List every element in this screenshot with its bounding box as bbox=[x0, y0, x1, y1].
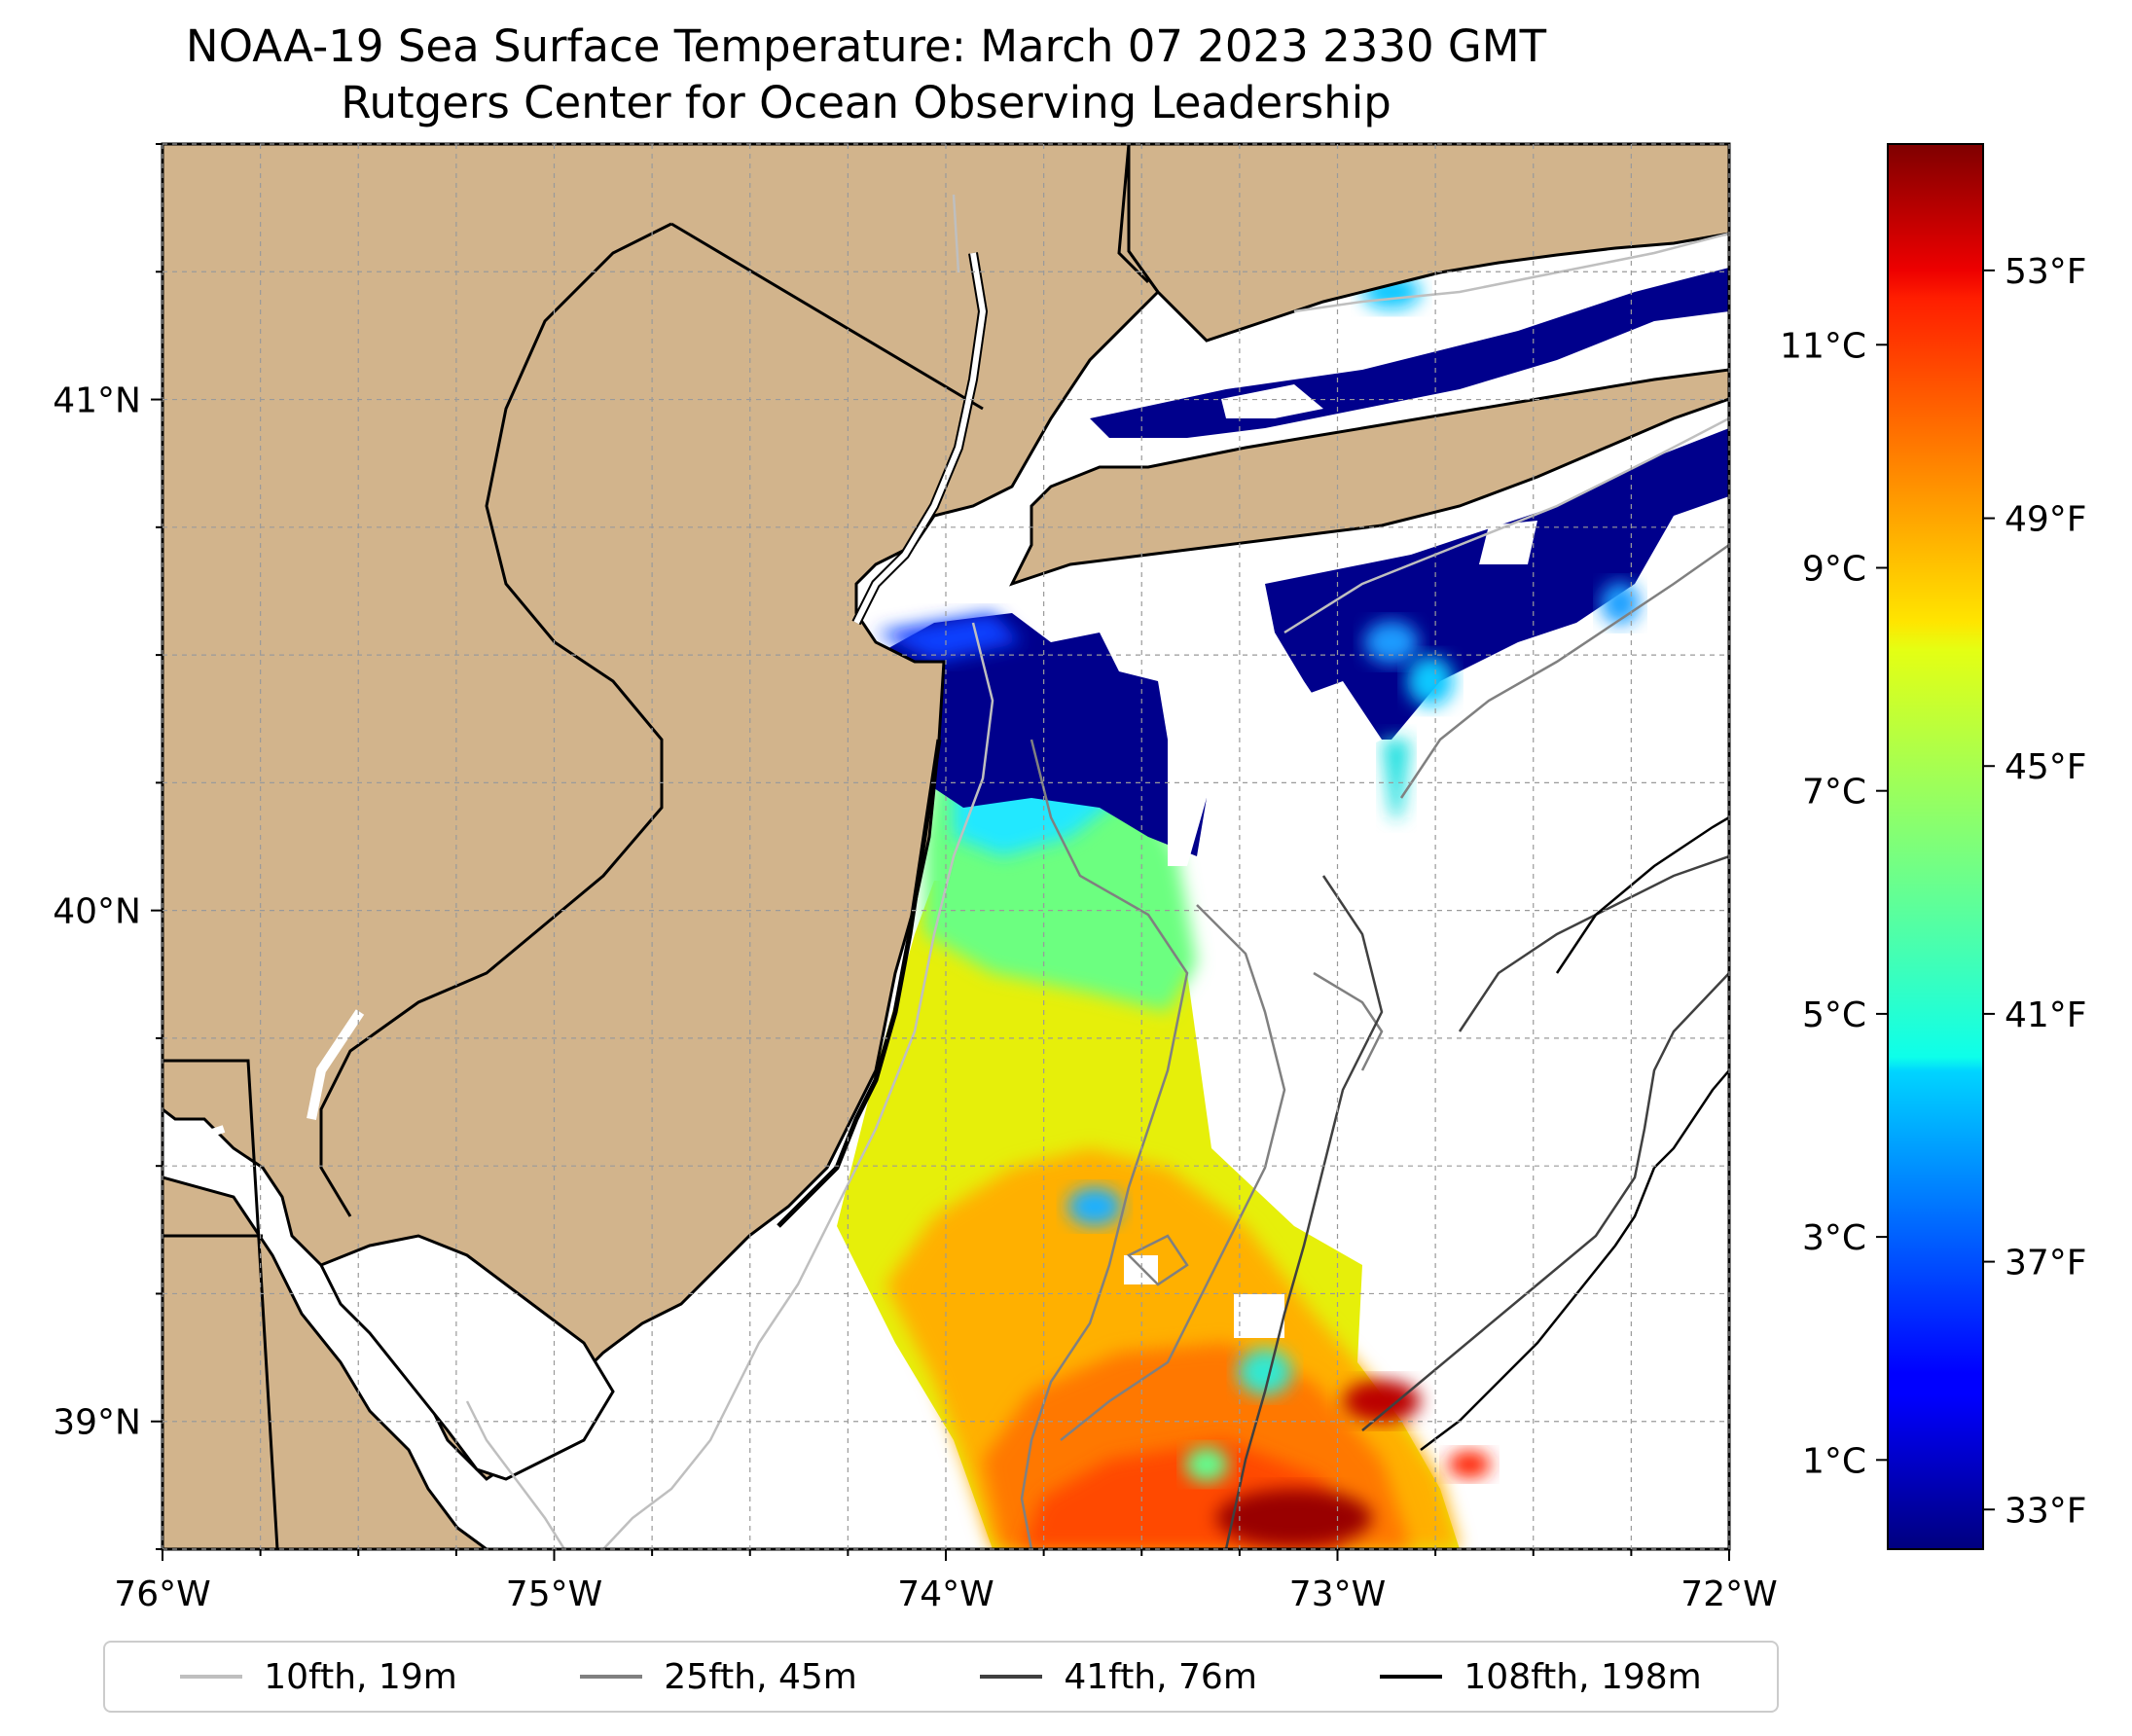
lat-tick-label: 39°N bbox=[53, 1403, 141, 1443]
lon-tick-label: 72°W bbox=[1680, 1574, 1777, 1614]
legend-label: 41fth, 76m bbox=[1064, 1656, 1257, 1697]
state-border-ny-ct bbox=[1117, 144, 1150, 284]
legend-item: 41fth, 76m bbox=[980, 1657, 1257, 1697]
legend-line-swatch bbox=[980, 1675, 1043, 1679]
bathymetry-contours bbox=[465, 194, 1729, 1549]
long-island bbox=[1009, 368, 1729, 587]
legend-label: 25fth, 45m bbox=[664, 1656, 857, 1697]
legend-line-swatch bbox=[1380, 1675, 1443, 1679]
land bbox=[163, 144, 1729, 1549]
nj-barrier-coast bbox=[777, 739, 942, 1228]
state-border-de-pa bbox=[163, 1059, 279, 1549]
delaware-river bbox=[319, 222, 672, 1217]
lon-tick-label: 73°W bbox=[1289, 1574, 1386, 1614]
axis-ticks: 76°W 75°W 74°W 73°W 72°W 39°N 40°N 41°N bbox=[53, 143, 1778, 1614]
contour-legend: 10fth, 19m 25fth, 45m 41fth, 76m 108fth, 19… bbox=[103, 1641, 1779, 1713]
contour-41fth bbox=[1224, 854, 1729, 1549]
legend-label: 10fth, 19m bbox=[264, 1656, 457, 1697]
legend-line-swatch bbox=[180, 1675, 243, 1679]
legend-item: 10fth, 19m bbox=[180, 1657, 457, 1697]
delaware-bay bbox=[318, 1234, 615, 1481]
lat-tick-label: 41°N bbox=[53, 381, 141, 421]
map-subtitle: Rutgers Center for Ocean Observing Leade… bbox=[341, 77, 1391, 128]
state-border-ny-nj bbox=[670, 222, 984, 411]
legend-item: 108fth, 198m bbox=[1380, 1656, 1702, 1697]
lon-tick-label: 75°W bbox=[506, 1574, 602, 1614]
delmarva-land bbox=[163, 1175, 489, 1549]
contour-25fth bbox=[1020, 543, 1729, 1549]
legend-label: 108fth, 198m bbox=[1463, 1656, 1702, 1697]
map-title: NOAA-19 Sea Surface Temperature: March 0… bbox=[185, 20, 1547, 72]
new-england-land bbox=[1127, 144, 1729, 343]
contour-10fth bbox=[465, 194, 1729, 1549]
lon-tick-label: 74°W bbox=[897, 1574, 994, 1614]
contour-108fth bbox=[1420, 815, 1729, 1451]
legend-item: 25fth, 45m bbox=[580, 1657, 857, 1697]
legend-line-swatch bbox=[580, 1675, 643, 1679]
lat-tick-label: 40°N bbox=[53, 892, 141, 932]
lon-tick-label: 76°W bbox=[114, 1574, 210, 1614]
